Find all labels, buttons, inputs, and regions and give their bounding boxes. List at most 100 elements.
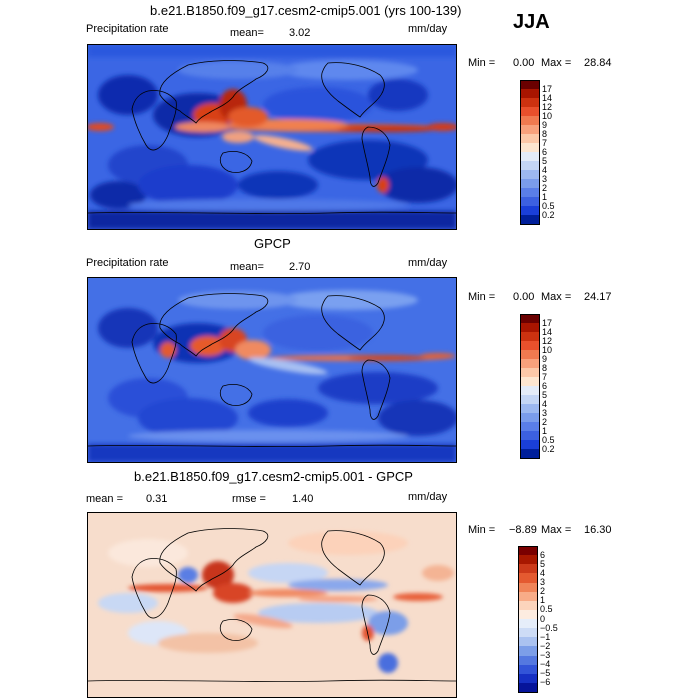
colorbar-swatch [518,664,538,675]
colorbar-tick-label: 14 [542,92,553,103]
panel-2-units: mm/day [408,257,448,269]
colorbar-swatch [520,404,540,414]
colorbar-swatch [520,98,540,108]
colorbar-swatch [520,125,540,135]
colorbar-swatch [520,341,540,351]
colorbar-swatch [520,359,540,369]
panel-3-rmse-label: rmse = [232,493,266,505]
colorbar-tick-label: −6 [540,677,551,688]
colorbar-swatch [520,323,540,333]
panel-3-map [87,512,457,698]
colorbar-swatch [520,368,540,378]
colorbar-tick-label: 2 [542,182,548,193]
colorbar-tick-label: 0.5 [542,434,555,445]
colorbar-tick-label: 6 [542,380,548,391]
colorbar-swatch [518,637,538,647]
panel-2-max-label: Max = [541,291,572,303]
panel-1-map [87,44,457,230]
colorbar-tick-label: −3 [540,650,551,660]
panel-1-max-value: 28.84 [584,57,612,69]
colorbar-swatch [518,628,538,638]
panel-3-min-label: Min = [468,524,496,536]
colorbar-swatch [518,564,538,574]
panel-3-colorbar: 6 5 4 3 2 1 0.5 0 −0.5 −1 −2 −3 −4 −5 −6 [518,546,578,693]
colorbar-swatch [518,619,538,629]
panel-3-mean-value: 0.31 [146,493,168,505]
colorbar-swatch [520,314,540,324]
panel-2-max-value: 24.17 [584,291,612,303]
colorbar-tick-label: 1 [542,191,548,202]
colorbar-tick-label: 3 [542,173,548,184]
panel-1-mean-label: mean= [230,27,264,39]
colorbar-tick-label: 0 [540,613,546,624]
panel-1-min-value: 0.00 [513,57,535,69]
colorbar-swatch [520,116,540,126]
colorbar-swatch [518,555,538,565]
colorbar-swatch [520,206,540,216]
panel-3-difference-field [88,513,456,697]
colorbar-swatch [518,609,538,620]
colorbar-tick-label: 9 [542,119,548,130]
colorbar-tick-label: −0.5 [540,622,558,633]
colorbar-tick-label: 5 [542,389,548,400]
colorbar-tick-label: −2 [540,640,551,651]
panel-3-mean-label: mean = [86,493,123,505]
colorbar-tick-label: 5 [542,155,548,166]
colorbar-tick-label: 10 [542,344,553,355]
colorbar-swatch [520,350,540,360]
colorbar-swatch [518,573,538,583]
colorbar-swatch [520,395,540,405]
panel-2-title: GPCP [254,236,291,251]
panel-2-mean-value: 2.70 [289,261,311,273]
colorbar-swatch [520,161,540,171]
panel-2-map [87,277,457,463]
colorbar-tick-label: 0.5 [540,604,553,615]
colorbar-tick-label: 2 [542,416,548,427]
colorbar-swatch [520,134,540,144]
colorbar-tick-label: 1 [540,595,546,606]
panel-1-units: mm/day [408,23,448,35]
panel-2-min-value: 0.00 [513,291,535,303]
colorbar-tick-label: 6 [540,549,546,560]
colorbar-swatch [520,215,540,225]
panel-1-max-label: Max = [541,57,572,69]
panel-1-precip-field [88,45,456,229]
colorbar-swatch [518,682,538,693]
panel-1-colorbar: 17 14 12 10 9 8 7 6 5 4 3 2 1 0.5 0.2 [520,80,580,225]
panel-2-field-label: Precipitation rate [86,257,169,269]
colorbar-swatch [520,188,540,198]
colorbar-tick-label: 12 [542,335,553,346]
colorbar-swatch [520,332,540,342]
panel-3-min-value: −8.89 [509,524,537,536]
panel-1-coastlines [88,60,456,214]
colorbar-tick-label: −4 [540,659,551,670]
panel-1-title: b.e21.B1850.f09_g17.cesm2-cmip5.001 (yrs… [150,3,462,18]
colorbar-tick-label: 4 [542,164,548,175]
colorbar-tick-label: 2 [540,586,546,597]
panel-2-mean-label: mean= [230,261,264,273]
colorbar-tick-label: 3 [540,577,546,587]
colorbar-tick-label: 14 [542,326,553,337]
colorbar-tick-label: 10 [542,110,553,121]
colorbar-tick-label: 0.5 [542,200,555,211]
colorbar-swatch [520,170,540,180]
panel-2-precip-field [88,278,456,462]
colorbar-tick-label: 4 [542,398,548,409]
panel-2-min-label: Min = [468,291,496,303]
colorbar-tick-label: 7 [542,371,548,382]
colorbar-swatch [520,197,540,207]
colorbar-swatch [520,449,540,459]
colorbar-swatch [520,107,540,117]
colorbar-tick-label: 7 [542,137,548,148]
panel-1-min-label: Min = [468,57,496,69]
colorbar-tick-label: −1 [540,631,551,642]
panel-3-title: b.e21.B1850.f09_g17.cesm2-cmip5.001 - GP… [134,469,413,484]
colorbar-swatch [518,591,538,602]
colorbar-tick-label: 9 [542,353,548,364]
colorbar-tick-label: 17 [542,83,553,94]
colorbar-tick-label: 6 [542,146,548,157]
colorbar-swatch [520,377,540,387]
colorbar-swatch [518,582,538,593]
colorbar-swatch [520,440,540,450]
colorbar-tick-label: 17 [542,317,553,328]
